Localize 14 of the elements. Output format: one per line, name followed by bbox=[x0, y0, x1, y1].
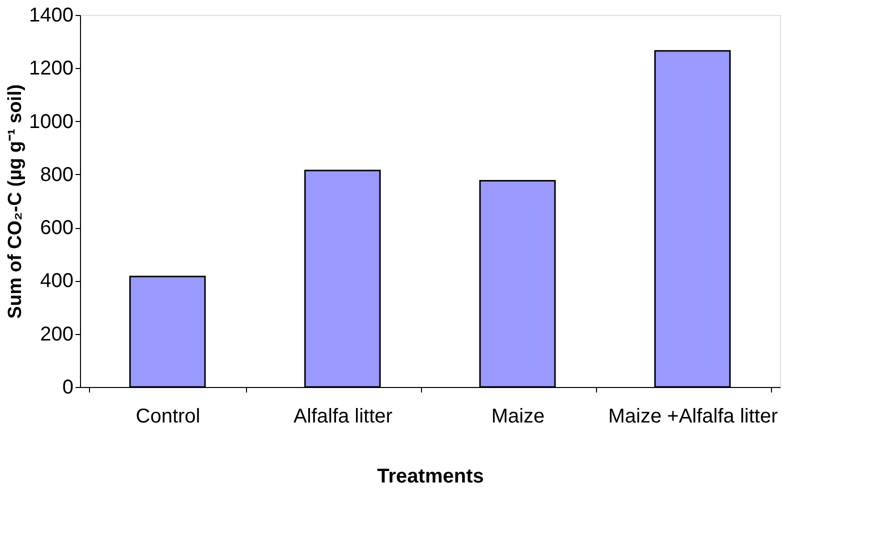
y-tick-label: 200 bbox=[40, 323, 74, 346]
y-tick-label: 400 bbox=[40, 270, 74, 292]
y-tick-label: 1400 bbox=[29, 4, 74, 26]
x-tick-label: Alfalfa litter bbox=[294, 406, 393, 428]
x-tick-label: Maize +Alfalfa litter bbox=[608, 406, 778, 428]
y-tick-label: 1000 bbox=[29, 110, 74, 133]
y-tick-label: 600 bbox=[40, 217, 74, 240]
y-tick-label: 800 bbox=[40, 164, 74, 186]
x-tick-label: Control bbox=[136, 406, 200, 428]
y-tick-label: 1200 bbox=[29, 58, 74, 80]
x-tick-label: Maize bbox=[491, 406, 545, 428]
x-axis-title: Treatments bbox=[377, 466, 484, 488]
y-axis-title: Sum of CO₂-C (µg g⁻¹ soil) bbox=[5, 84, 26, 319]
y-tick-label: 0 bbox=[62, 376, 74, 398]
